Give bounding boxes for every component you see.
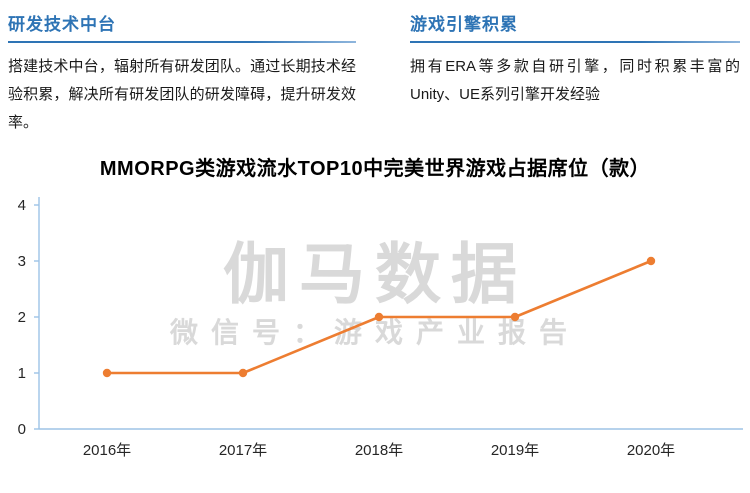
svg-text:2018年: 2018年 (355, 442, 403, 459)
section-title-rd-tech-platform: 研发技术中台 (8, 15, 116, 34)
svg-text:2020年: 2020年 (627, 442, 675, 459)
svg-text:2016年: 2016年 (83, 442, 131, 459)
line-chart-svg: 0 1 2 3 4 2016年 2017年 2018年 2019年 2020年 (18, 197, 743, 459)
svg-text:2: 2 (18, 309, 26, 326)
section-game-engine: 游戏引擎积累 拥有ERA等多款自研引擎，同时积累丰富的Unity、UE系列引擎开… (410, 10, 740, 136)
section-title-game-engine: 游戏引擎积累 (410, 15, 518, 34)
svg-text:2019年: 2019年 (491, 442, 539, 459)
chart-plot-area: 伽马数据 微信号：游戏产业报告 0 1 2 3 4 2016年 2017年 2018年 2019… (3, 183, 747, 475)
svg-text:1: 1 (18, 365, 26, 382)
section-body-game-engine: 拥有ERA等多款自研引擎，同时积累丰富的Unity、UE系列引擎开发经验 (410, 58, 740, 103)
svg-text:3: 3 (18, 253, 26, 270)
svg-text:2017年: 2017年 (219, 442, 267, 459)
mmorpg-top10-chart: MMORPG类游戏流水TOP10中完美世界游戏占据席位（款） 伽马数据 微信号：… (0, 152, 750, 475)
section-body-rd-tech-platform: 搭建技术中台，辐射所有研发团队。通过长期技术经验积累，解决所有研发团队的研发障碍… (8, 58, 356, 131)
svg-text:0: 0 (18, 421, 26, 438)
section-title-underline (410, 41, 740, 43)
svg-text:4: 4 (18, 197, 26, 214)
text-sections-row: 研发技术中台 搭建技术中台，辐射所有研发团队。通过长期技术经验积累，解决所有研发… (0, 0, 750, 136)
section-title-underline (8, 41, 356, 43)
section-rd-tech-platform: 研发技术中台 搭建技术中台，辐射所有研发团队。通过长期技术经验积累，解决所有研发… (8, 10, 356, 136)
chart-title: MMORPG类游戏流水TOP10中完美世界游戏占据席位（款） (99, 158, 651, 181)
